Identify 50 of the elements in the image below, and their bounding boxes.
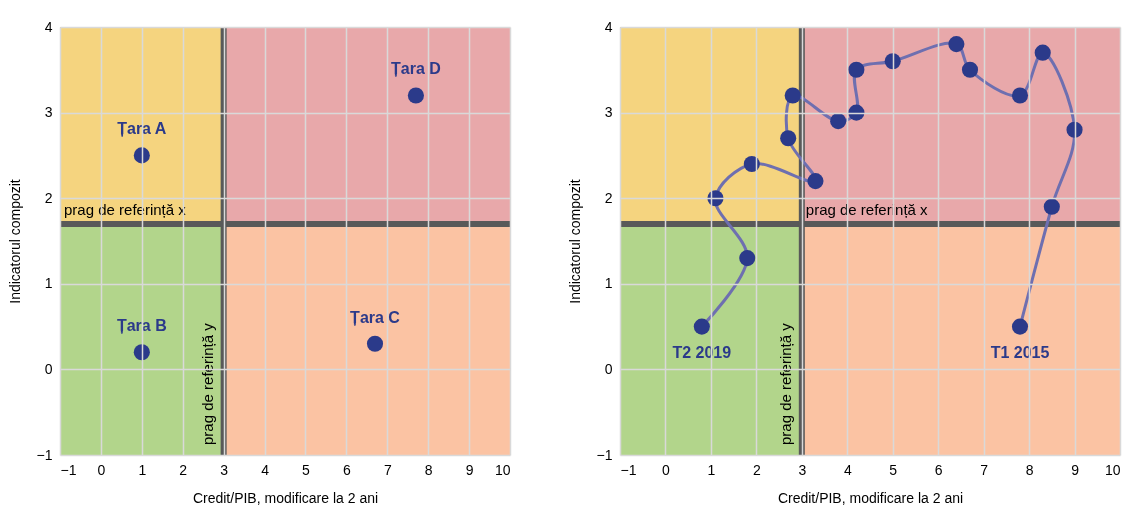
x-tick-label: 3 [798, 461, 807, 478]
y-tick-label: 0 [44, 360, 53, 377]
x-tick-label: 0 [662, 461, 671, 478]
x-axis-title: Credit/PIB, modificare la 2 ani [192, 489, 379, 506]
x-tick-label: 5 [889, 461, 898, 478]
x-tick-label: 10 [494, 461, 511, 478]
x-tick-label: 2 [179, 461, 188, 478]
annotation: Țara B [116, 317, 167, 335]
x-tick-label: 6 [934, 461, 943, 478]
x-tick-label: 7 [383, 461, 392, 478]
y-tick-label: 1 [604, 275, 613, 292]
annotation: Țara C [350, 308, 401, 326]
x-tick-label: 8 [1025, 461, 1034, 478]
annotation: prag de referință y [776, 322, 794, 445]
annotation: Țara A [117, 120, 167, 138]
y-tick-label: 3 [604, 104, 613, 121]
x-tick-label: 3 [220, 461, 229, 478]
y-tick-label: 1 [44, 275, 53, 292]
y-tick-label: 4 [44, 18, 53, 35]
x-axis-title: Credit/PIB, modificare la 2 ani [777, 489, 964, 506]
x-tick-label: 10 [1104, 461, 1121, 478]
y-tick-label: 2 [44, 189, 53, 206]
y-tick-label: −1 [36, 446, 53, 463]
point [133, 147, 150, 164]
x-tick-label: 1 [138, 461, 147, 478]
y-axis-title: Indicatorul compozit [566, 179, 583, 304]
annotation: prag de referință y [198, 322, 216, 445]
y-tick-label: −1 [596, 446, 613, 463]
x-tick-label: 0 [97, 461, 106, 478]
y-tick-label: 3 [44, 104, 53, 121]
x-tick-label: 4 [261, 461, 270, 478]
annotation: Țara D [391, 60, 441, 78]
point [407, 87, 424, 104]
x-tick-label: 4 [843, 461, 852, 478]
x-tick-label: 5 [302, 461, 311, 478]
x-tick-label: −1 [60, 461, 77, 478]
x-tick-label: 6 [342, 461, 351, 478]
point [366, 335, 384, 352]
x-tick-label: 7 [980, 461, 989, 478]
y-tick-label: 0 [604, 360, 613, 377]
x-tick-label: 8 [424, 461, 433, 478]
y-axis-title: Indicatorul compozit [6, 179, 23, 304]
x-tick-label: 9 [465, 461, 474, 478]
y-tick-label: 4 [604, 18, 613, 35]
x-tick-label: −1 [620, 461, 637, 478]
x-tick-label: 2 [752, 461, 761, 478]
x-tick-label: 1 [707, 461, 716, 478]
y-tick-label: 2 [604, 189, 613, 206]
x-tick-label: 9 [1071, 461, 1080, 478]
point [133, 344, 150, 361]
